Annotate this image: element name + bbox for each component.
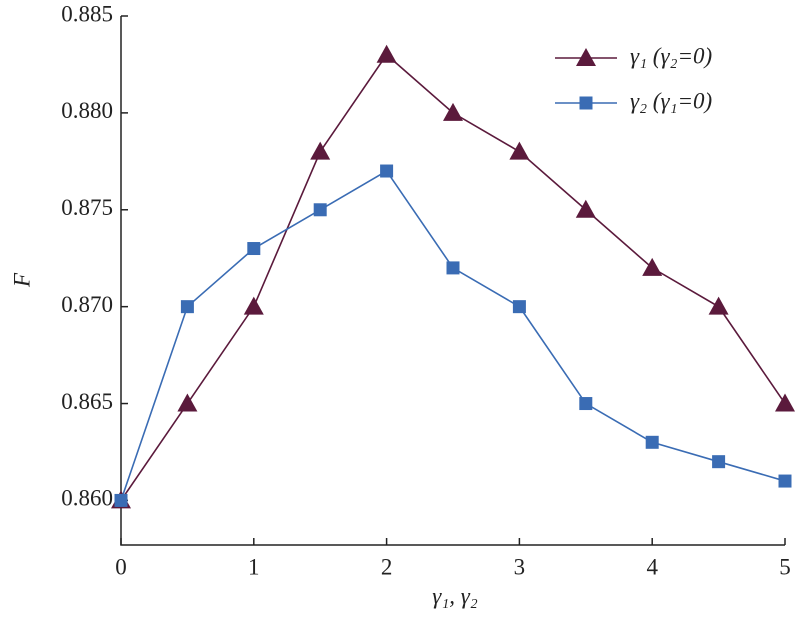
- y-tick-label: 0.870: [61, 292, 113, 317]
- y-tick-label: 0.875: [61, 195, 113, 220]
- x-tick-label: 0: [115, 554, 127, 579]
- triangle-marker: [576, 48, 596, 66]
- x-tick-label: 3: [514, 554, 526, 579]
- square-marker: [114, 493, 128, 507]
- triangle-marker: [509, 141, 530, 160]
- triangle-marker: [642, 257, 663, 276]
- x-tick-label: 5: [779, 554, 791, 579]
- triangle-marker: [243, 296, 264, 315]
- triangle-marker: [443, 102, 463, 121]
- y-tick-label: 0.885: [61, 1, 113, 26]
- square-marker: [512, 300, 526, 314]
- square-marker: [712, 455, 726, 469]
- triangle-marker: [177, 393, 198, 412]
- y-axis-label: F: [9, 272, 34, 288]
- square-marker: [446, 261, 460, 275]
- triangle-marker: [775, 393, 795, 412]
- legend-label: γ₂ (γ₁=0): [630, 88, 712, 113]
- y-tick-label: 0.880: [61, 98, 113, 123]
- square-marker: [247, 242, 261, 256]
- square-marker: [579, 397, 593, 411]
- y-tick-label: 0.865: [61, 389, 113, 414]
- x-tick-label: 4: [646, 554, 658, 579]
- square-marker: [778, 474, 792, 488]
- triangle-marker: [376, 44, 397, 63]
- legend-label: γ₁ (γ₂=0): [630, 43, 712, 68]
- x-tick-label: 2: [381, 554, 393, 579]
- triangle-marker: [708, 296, 729, 315]
- y-tick-label: 0.860: [61, 486, 113, 511]
- square-marker: [313, 203, 327, 217]
- square-marker: [180, 300, 194, 314]
- triangle-marker: [575, 199, 596, 218]
- x-axis-label: γ₁, γ₂: [432, 583, 478, 608]
- x-tick-label: 1: [248, 554, 260, 579]
- square-marker: [380, 164, 394, 178]
- square-marker: [579, 96, 593, 110]
- triangle-marker: [310, 141, 331, 160]
- series-line: [120, 169, 786, 501]
- square-marker: [645, 435, 659, 449]
